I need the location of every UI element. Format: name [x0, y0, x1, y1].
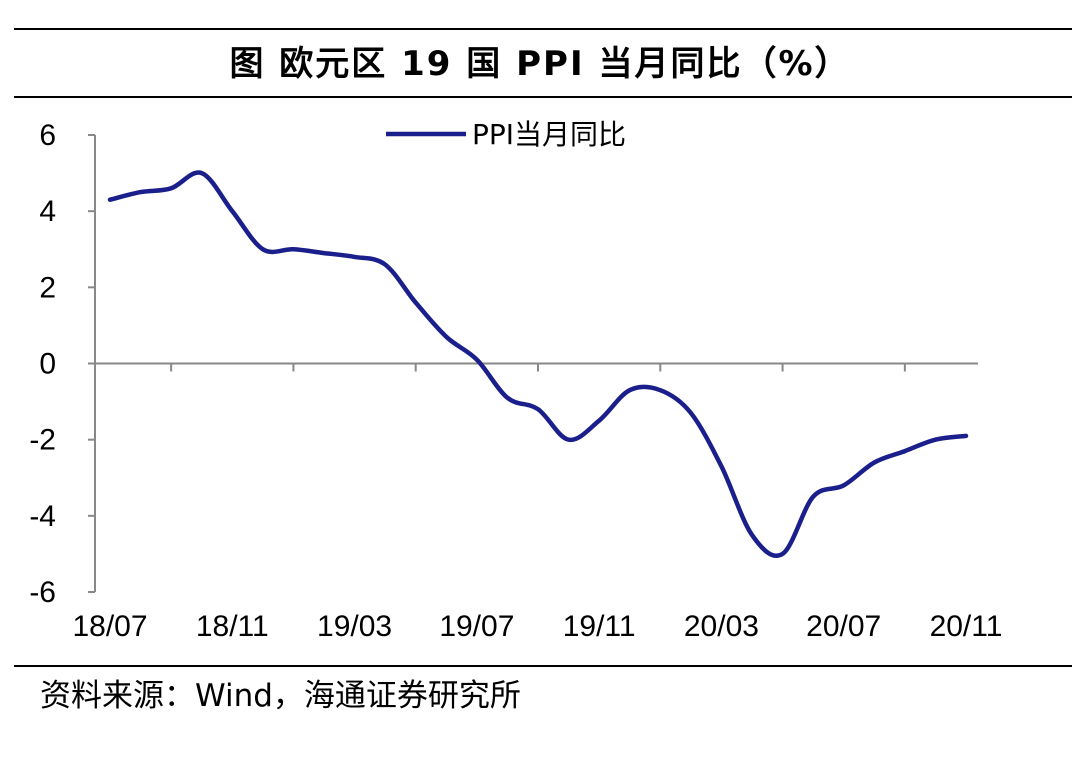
series-line: [107, 170, 969, 558]
chart-title: 图 欧元区 19 国 PPI 当月同比（%）: [229, 44, 851, 84]
source-note: 资料来源：Wind，海通证券研究所: [40, 678, 521, 714]
line-chart: 6 4 2 0 -2 -4 -6 18/07 18/11 19/03 19/07 19/11 20/0…: [29, 118, 1003, 643]
y-axis-ticks: 6 4 2 0 -2 -4 -6: [29, 119, 95, 609]
source-rule: [14, 665, 1072, 667]
y-tick-label: -2: [29, 424, 56, 457]
y-tick-label: 6: [39, 119, 56, 152]
title-rule: [14, 96, 1072, 98]
y-tick-label: 0: [39, 348, 56, 381]
x-tick-label: 20/11: [930, 610, 1003, 643]
legend: PPI当月同比: [386, 118, 626, 151]
x-tick-label: 18/07: [72, 610, 147, 643]
x-tick-label: 19/11: [563, 610, 636, 643]
y-tick-label: -4: [29, 500, 56, 533]
x-tick-label: 20/03: [684, 610, 759, 643]
x-tick-label: 19/07: [439, 610, 514, 643]
top-rule: [14, 28, 1072, 30]
y-tick-label: -6: [29, 576, 56, 609]
y-tick-label: 2: [39, 271, 56, 304]
x-tick-label: 19/03: [317, 610, 392, 643]
legend-label: PPI当月同比: [472, 118, 626, 151]
series-group: [107, 170, 969, 558]
x-axis-ticks: 18/07 18/11 19/03 19/07 19/11 20/03 20/07 20/11: [72, 363, 1003, 643]
x-tick-label: 18/11: [196, 610, 269, 643]
x-tick-label: 20/07: [806, 610, 881, 643]
y-tick-label: 4: [39, 195, 56, 228]
